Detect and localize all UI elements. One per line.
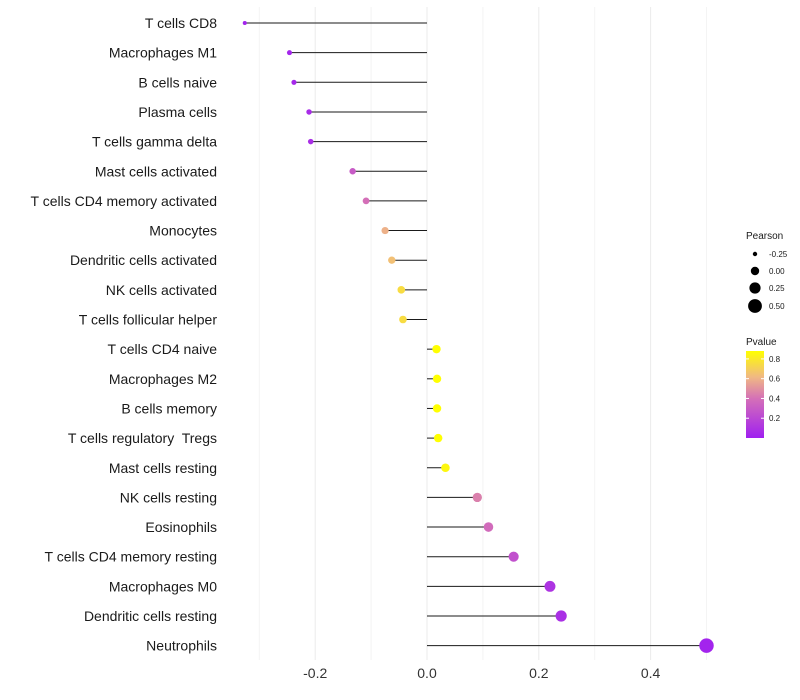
lollipop-point bbox=[349, 168, 356, 175]
category-label: Macrophages M2 bbox=[109, 371, 217, 387]
lollipop-point bbox=[432, 404, 442, 413]
color-legend-title: Pvalue bbox=[746, 337, 777, 348]
category-labels: T cells CD8 Macrophages M1 B cells naive Pl… bbox=[31, 15, 218, 654]
size-legend-point bbox=[752, 251, 758, 257]
category-label: B cells memory bbox=[121, 400, 217, 416]
lollipop-point bbox=[388, 256, 396, 264]
category-label: T cells gamma delta bbox=[92, 134, 217, 150]
category-label: NK cells activated bbox=[106, 282, 217, 298]
legends: Pearson -0.250.000.250.50 Pvalue 0.80.60… bbox=[746, 231, 788, 438]
category-label: T cells CD4 memory resting bbox=[45, 549, 217, 565]
lollipop-point bbox=[432, 344, 441, 354]
x-tick-label: 0.0 bbox=[417, 665, 437, 681]
size-legend-label: 0.25 bbox=[769, 284, 785, 293]
pvalue-colorbar bbox=[746, 351, 764, 438]
lollipop-point bbox=[433, 433, 443, 443]
lollipop-point bbox=[472, 492, 482, 503]
category-label: Macrophages M1 bbox=[109, 45, 217, 61]
category-label: T cells regulatory Tregs bbox=[68, 430, 217, 446]
x-tick-label: -0.2 bbox=[303, 665, 327, 681]
lollipop-point bbox=[397, 286, 406, 294]
color-legend-items: 0.8 0.6 0.4 0.2 bbox=[746, 355, 781, 423]
size-legend-label: 0.50 bbox=[769, 302, 785, 311]
lollipop-point bbox=[242, 20, 247, 26]
lollipop-point bbox=[555, 610, 567, 622]
category-label: Neutrophils bbox=[146, 638, 217, 654]
color-legend-label: 0.2 bbox=[769, 414, 781, 423]
lollipop-point bbox=[508, 551, 519, 562]
color-legend-label: 0.4 bbox=[769, 394, 781, 403]
size-legend-label: -0.25 bbox=[769, 250, 788, 259]
category-label: Plasma cells bbox=[138, 104, 217, 120]
x-tick-label: 0.4 bbox=[641, 665, 661, 681]
lollipop-point bbox=[432, 374, 442, 383]
lollipop-point bbox=[399, 315, 407, 324]
category-label: T cells CD4 naive bbox=[108, 341, 218, 357]
lollipop-points bbox=[242, 20, 714, 653]
lollipop-point bbox=[306, 109, 312, 115]
category-label: Eosinophils bbox=[145, 519, 217, 535]
lollipop-point bbox=[441, 463, 450, 473]
lollipop-point bbox=[483, 522, 494, 532]
x-axis-ticks: -0.2 0.0 0.2 0.4 bbox=[303, 665, 660, 681]
lollipop-point bbox=[381, 226, 389, 235]
lollipop-point bbox=[699, 638, 714, 653]
color-legend-label: 0.8 bbox=[769, 355, 781, 364]
category-label: Mast cells activated bbox=[95, 163, 217, 179]
size-legend-point bbox=[749, 282, 761, 294]
size-legend-point bbox=[750, 266, 760, 276]
lollipop-point bbox=[362, 197, 370, 205]
grid-lines bbox=[258, 7, 707, 660]
category-label: NK cells resting bbox=[120, 489, 217, 505]
size-legend-items: -0.25 0.00 0.25 0.50 bbox=[748, 250, 788, 313]
color-legend-label: 0.6 bbox=[769, 375, 781, 384]
lollipop-point bbox=[544, 580, 556, 592]
lollipop-stems bbox=[244, 22, 707, 647]
category-label: Dendritic cells activated bbox=[70, 252, 217, 268]
size-legend-label: 0.00 bbox=[769, 267, 785, 276]
lollipop-point bbox=[291, 79, 297, 85]
x-tick-label: 0.2 bbox=[529, 665, 549, 681]
category-label: Dendritic cells resting bbox=[84, 608, 217, 624]
category-label: B cells naive bbox=[138, 74, 217, 90]
category-label: Mast cells resting bbox=[109, 460, 217, 476]
lollipop-point bbox=[307, 138, 314, 145]
lollipop-point bbox=[286, 50, 293, 56]
category-label: T cells follicular helper bbox=[79, 312, 218, 328]
size-legend-title: Pearson bbox=[746, 231, 783, 242]
category-label: Macrophages M0 bbox=[109, 578, 217, 594]
category-label: Monocytes bbox=[149, 223, 217, 239]
size-legend-point bbox=[748, 299, 762, 313]
category-label: T cells CD4 memory activated bbox=[31, 193, 217, 209]
category-label: T cells CD8 bbox=[145, 15, 217, 31]
